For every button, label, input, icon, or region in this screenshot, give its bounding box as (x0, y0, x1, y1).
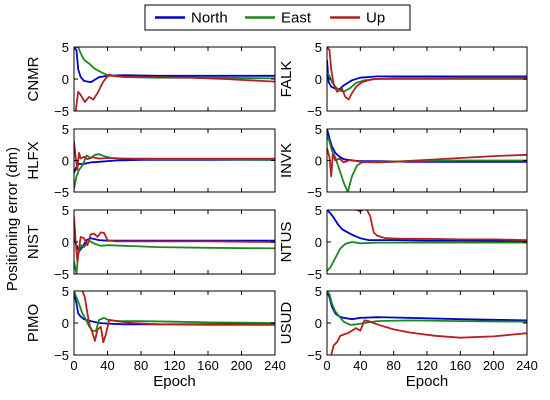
legend-label-east: East (281, 10, 312, 27)
station-label-pimo: PIMO (25, 304, 42, 342)
panel-invk: −5 0 5 INVK (278, 122, 528, 200)
panel-hlfx: −5 0 5 HLFX (25, 122, 276, 200)
legend-box (144, 4, 411, 31)
x-tick-label: 0 (323, 358, 330, 373)
plot-area (74, 47, 275, 111)
station-label-ntus: NTUS (278, 222, 295, 263)
panel-nist: −5 0 5 NIST (25, 203, 276, 282)
legend-label-north: North (191, 10, 228, 27)
y-tick-label: 5 (315, 284, 322, 299)
x-tick-label: 200 (483, 358, 505, 373)
series-line-north (327, 210, 527, 243)
y-tick-label: −5 (54, 267, 69, 282)
y-tick-label: 5 (62, 203, 69, 218)
x-axis-title: Epoch (406, 373, 449, 390)
series-line-east (74, 291, 275, 333)
panel-ntus: −5 0 5 NTUS (278, 203, 528, 282)
x-tick-label: 240 (516, 358, 538, 373)
y-tick-label: −5 (54, 348, 69, 363)
y-tick-label: 5 (62, 284, 69, 299)
x-tick-label: 200 (231, 358, 253, 373)
y-tick-label: −5 (307, 267, 322, 282)
y-tick-label: 0 (315, 235, 322, 250)
x-tick-label: 120 (416, 358, 438, 373)
y-tick-label: 5 (62, 122, 69, 137)
series-line-up (81, 291, 275, 344)
series-line-up (330, 319, 527, 355)
y-tick-label: 0 (315, 72, 322, 87)
y-tick-label: −5 (307, 348, 322, 363)
x-tick-label: 160 (449, 358, 471, 373)
station-label-nist: NIST (25, 225, 42, 259)
panel-falk: −5 0 5 FALK (278, 40, 528, 119)
series-line-up (74, 141, 275, 171)
y-tick-label: 5 (315, 203, 322, 218)
y-tick-label: 0 (315, 316, 322, 331)
x-tick-label: 40 (100, 358, 114, 373)
y-tick-label: 5 (315, 122, 322, 137)
y-tick-label: 0 (62, 235, 69, 250)
x-tick-label: 80 (134, 358, 148, 373)
y-axis-title: Positioning error (dm) (4, 147, 21, 291)
legend-label-up: Up (366, 10, 385, 27)
y-tick-label: 0 (62, 316, 69, 331)
x-tick-label: 0 (70, 358, 77, 373)
x-tick-label: 160 (197, 358, 219, 373)
station-label-falk: FALK (278, 61, 295, 98)
y-tick-label: 5 (62, 40, 69, 55)
panel-cnmr: −5 0 5 CNMR (25, 40, 276, 119)
x-tick-label: 120 (164, 358, 186, 373)
station-label-cnmr: CNMR (25, 56, 42, 101)
station-label-hlfx: HLFX (25, 141, 42, 179)
y-tick-label: −5 (307, 104, 322, 119)
y-tick-label: 0 (62, 154, 69, 169)
series-line-up (74, 216, 275, 263)
series-line-north (327, 291, 527, 322)
plot-area (327, 291, 527, 355)
y-tick-label: 0 (315, 154, 322, 169)
x-tick-label: 80 (386, 358, 400, 373)
series-line-north (74, 47, 275, 84)
y-tick-label: −5 (307, 185, 322, 200)
legend: North East Up (144, 4, 411, 31)
y-tick-label: −5 (54, 104, 69, 119)
y-tick-label: −5 (54, 185, 69, 200)
panels: −505CNMR−505FALK−505HLFX−505INVK−505NIST… (25, 40, 538, 390)
station-label-usud: USUD (278, 302, 295, 345)
station-label-invk: INVK (278, 143, 295, 178)
y-tick-label: 5 (315, 40, 322, 55)
series-line-up (327, 147, 527, 178)
series-line-east (327, 241, 527, 272)
series-line-up (74, 73, 275, 111)
series-line-up (327, 47, 527, 101)
series-line-up (351, 210, 527, 241)
y-tick-label: 0 (62, 72, 69, 87)
series-line-north (327, 59, 527, 91)
x-axis-title: Epoch (153, 373, 196, 390)
x-tick-label: 40 (353, 358, 367, 373)
series-line-east (327, 291, 527, 326)
x-tick-label: 240 (264, 358, 286, 373)
